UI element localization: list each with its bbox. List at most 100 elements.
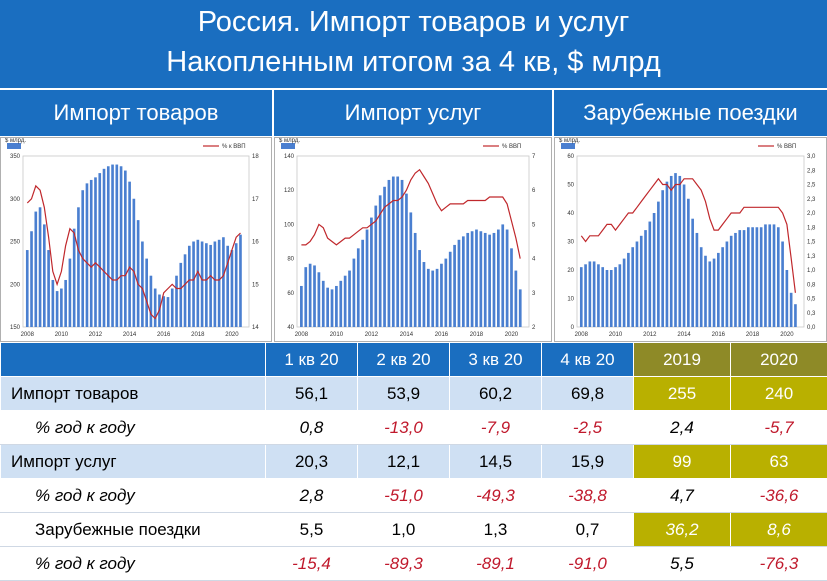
bar [94, 177, 97, 327]
y-tick-right: 2,8 [807, 168, 816, 174]
bar [423, 262, 426, 327]
bar [619, 264, 622, 327]
bar [593, 261, 596, 327]
table-cell: 0,8 [266, 411, 358, 445]
y-tick-left: 10 [567, 297, 574, 303]
table-cell: 69,8 [542, 377, 634, 411]
y-tick-right: 1,3 [807, 254, 816, 260]
bar [64, 280, 67, 327]
bar [361, 240, 364, 327]
x-tick: 2008 [21, 332, 35, 338]
bar [786, 270, 789, 327]
x-tick: 2012 [365, 332, 379, 338]
bar [197, 240, 200, 327]
y-tick-left: 30 [567, 240, 574, 246]
table-cell: 36,2 [634, 513, 731, 547]
bar [436, 269, 439, 327]
y-tick-right: 6 [532, 188, 536, 194]
legend-label-right: % ВВП [502, 144, 521, 150]
y-tick-left: 120 [284, 188, 295, 194]
bar [313, 265, 316, 327]
y-tick-right: 3,0 [807, 154, 816, 160]
table-cell: 255 [634, 377, 731, 411]
bar [167, 297, 170, 327]
x-tick: 2018 [191, 332, 205, 338]
bar [519, 289, 522, 327]
bar [150, 276, 153, 327]
bar [209, 245, 212, 327]
bar [678, 176, 681, 327]
bar [366, 230, 369, 327]
table-row: % год к году 2,8 -51,0 -49,3 -38,8 4,7 -… [1, 479, 827, 513]
bar [188, 246, 191, 327]
bar [179, 263, 182, 327]
y-tick-left: 60 [287, 291, 294, 297]
bar [388, 180, 391, 327]
bar [713, 259, 716, 327]
bar [120, 166, 123, 327]
y-tick-right: 1,8 [807, 225, 816, 231]
bar [370, 218, 373, 327]
bar [760, 227, 763, 327]
bar [47, 250, 50, 327]
bar [674, 173, 677, 327]
legend-label-left: $ млрд. [5, 138, 26, 144]
table-cell: 99 [634, 445, 731, 479]
bar [427, 269, 430, 327]
x-tick: 2018 [746, 332, 760, 338]
page-subtitle: Накопленным итогом за 4 кв, $ млрд [0, 44, 827, 80]
table-cell: 0,7 [542, 513, 634, 547]
bar [344, 276, 347, 327]
bar [501, 224, 504, 327]
bar [414, 233, 417, 327]
row-label: % год к году [1, 479, 266, 513]
bar [696, 233, 699, 327]
table-cell: 8,6 [731, 513, 827, 547]
y-tick-right: 7 [532, 154, 536, 160]
bar [145, 259, 148, 327]
bar [141, 242, 144, 328]
bar [493, 233, 496, 327]
page-title: Россия. Импорт товаров и услуг [0, 4, 827, 40]
col-header: 2 кв 20 [358, 343, 450, 377]
bar [606, 270, 609, 327]
bar [309, 264, 312, 327]
bar [721, 247, 724, 327]
bar [730, 236, 733, 327]
bar [184, 254, 187, 327]
bar [90, 180, 93, 327]
table-cell: 12,1 [358, 445, 450, 479]
bar [128, 182, 131, 327]
bar [794, 304, 797, 327]
bar [405, 194, 408, 327]
y-tick-left: 200 [10, 282, 21, 288]
table-cell: 56,1 [266, 377, 358, 411]
bar [717, 253, 720, 327]
bar [764, 224, 767, 327]
bar [86, 183, 89, 327]
x-tick: 2014 [677, 332, 691, 338]
bar [683, 185, 686, 328]
y-tick-left: 0 [571, 325, 575, 331]
x-tick: 2014 [400, 332, 414, 338]
bar [52, 280, 55, 327]
bar [39, 207, 42, 327]
bar [201, 242, 204, 328]
table-cell: -76,3 [731, 547, 827, 581]
chart-travel: $ млрд.% ВВП01020304050600,00,30,50,81,0… [555, 138, 826, 341]
bar [773, 224, 776, 327]
legend-label-right: % к ВВП [222, 144, 246, 150]
bar [103, 169, 106, 327]
bar [640, 236, 643, 327]
bar [610, 270, 613, 327]
table-row: % год к году -15,4 -89,3 -89,1 -91,0 5,5… [1, 547, 827, 581]
y-tick-right: 2 [532, 325, 536, 331]
bar [409, 212, 412, 327]
bar [440, 264, 443, 327]
bar [653, 213, 656, 327]
col-header: 2019 [634, 343, 731, 377]
col-header: 4 кв 20 [542, 343, 634, 377]
table-cell: 63 [731, 445, 827, 479]
